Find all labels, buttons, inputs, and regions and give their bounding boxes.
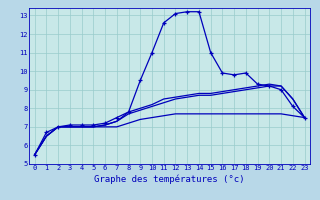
X-axis label: Graphe des températures (°c): Graphe des températures (°c) xyxy=(94,174,245,184)
